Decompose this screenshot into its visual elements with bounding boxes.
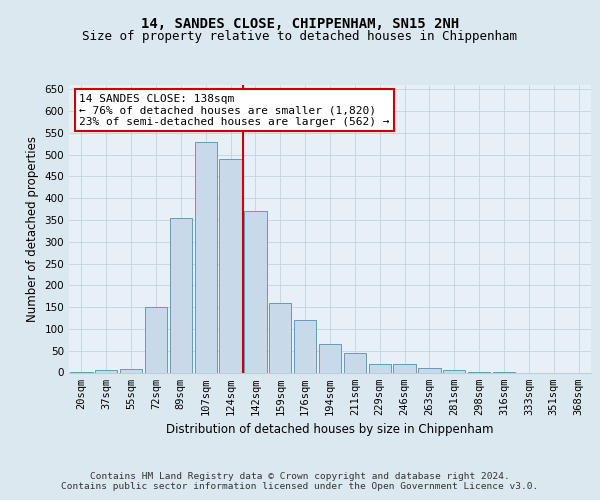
Bar xyxy=(120,369,142,372)
Bar xyxy=(319,344,341,372)
Bar xyxy=(443,370,466,372)
Bar xyxy=(95,370,118,372)
Bar xyxy=(394,364,416,372)
Bar xyxy=(220,159,242,372)
Bar xyxy=(344,353,366,372)
Bar xyxy=(170,218,192,372)
Bar xyxy=(269,303,292,372)
Bar xyxy=(294,320,316,372)
Text: Size of property relative to detached houses in Chippenham: Size of property relative to detached ho… xyxy=(83,30,517,43)
X-axis label: Distribution of detached houses by size in Chippenham: Distribution of detached houses by size … xyxy=(166,423,494,436)
Bar xyxy=(418,368,440,372)
Bar xyxy=(145,307,167,372)
Text: Contains public sector information licensed under the Open Government Licence v3: Contains public sector information licen… xyxy=(61,482,539,491)
Text: 14 SANDES CLOSE: 138sqm
← 76% of detached houses are smaller (1,820)
23% of semi: 14 SANDES CLOSE: 138sqm ← 76% of detache… xyxy=(79,94,390,127)
Text: Contains HM Land Registry data © Crown copyright and database right 2024.: Contains HM Land Registry data © Crown c… xyxy=(90,472,510,481)
Bar xyxy=(244,212,266,372)
Bar xyxy=(368,364,391,372)
Bar xyxy=(194,142,217,372)
Text: 14, SANDES CLOSE, CHIPPENHAM, SN15 2NH: 14, SANDES CLOSE, CHIPPENHAM, SN15 2NH xyxy=(141,18,459,32)
Y-axis label: Number of detached properties: Number of detached properties xyxy=(26,136,39,322)
